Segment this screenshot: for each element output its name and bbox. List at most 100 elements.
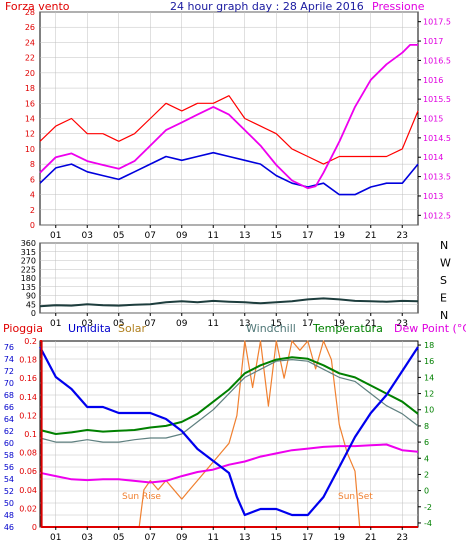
x-tick-label: 23 (397, 533, 408, 543)
wind-y-tick-label: 18 (25, 84, 35, 93)
x-tick-label: 03 (82, 533, 93, 543)
pressure-y-tick-label: 1014 (423, 153, 443, 162)
compass-label: W (440, 257, 451, 270)
x-tick-label: 09 (176, 319, 188, 329)
pressure-y-tick-label: 1017 (423, 37, 443, 46)
x-tick-label: 23 (397, 319, 408, 329)
rain-y-tick-label: 0.02 (19, 504, 37, 513)
x-tick-label: 07 (145, 231, 156, 241)
temp-y-tick-label: 10 (424, 406, 434, 415)
direction-y-tick-label: 225 (21, 265, 36, 274)
humidity-y-tick-label: 68 (4, 391, 14, 400)
legend-solar: Solar (118, 322, 147, 335)
sun-set-label: Sun Set (338, 492, 373, 502)
direction-series-line (39, 297, 419, 308)
x-tick-label: 17 (302, 319, 313, 329)
humidity-y-tick-label: 66 (4, 403, 14, 412)
x-tick-label: 23 (397, 231, 408, 241)
x-tick-label: 13 (239, 533, 250, 543)
temp-y-tick-label: 4 (424, 454, 429, 463)
rain-y-tick-label: 0.14 (19, 393, 37, 402)
temp-y-tick-label: 2 (424, 470, 429, 479)
temp-y-tick-label: 16 (424, 357, 434, 366)
wind-y-tick-label: 16 (25, 99, 35, 108)
x-tick-label: 11 (208, 533, 219, 543)
x-tick-label: 09 (176, 533, 188, 543)
x-tick-label: 05 (113, 231, 124, 241)
x-tick-label: 07 (145, 533, 156, 543)
temp-y-tick-label: -2 (424, 503, 432, 512)
rain-y-tick-label: 0.18 (19, 356, 37, 365)
temp-y-tick-label: 6 (424, 438, 429, 447)
sun-rise-label: Sun Rise (122, 492, 161, 502)
legend-rain: Pioggia (3, 322, 43, 335)
rain-y-tick-label: 0.06 (19, 467, 37, 476)
legend-temperature: Temperatura (312, 322, 383, 335)
x-tick-label: 01 (50, 231, 61, 241)
wind-y-tick-label: 24 (25, 38, 35, 47)
rain-y-tick-label: 0.2 (24, 337, 37, 346)
legend-dewpoint: Dew Point (°C) (394, 322, 466, 335)
direction-y-tick-label: 90 (26, 292, 36, 301)
direction-y-tick-label: 315 (21, 248, 36, 257)
x-tick-label: 11 (208, 231, 219, 241)
direction-y-tick-label: 180 (21, 274, 36, 283)
x-tick-label: 05 (113, 533, 124, 543)
humidity-y-tick-label: 72 (4, 367, 14, 376)
direction-y-tick-label: 45 (26, 300, 36, 309)
dewpoint-series-line (39, 443, 419, 484)
rain-y-tick-label: 0.16 (19, 374, 37, 383)
gust-series-line (39, 95, 419, 165)
temp-y-tick-label: 8 (424, 422, 429, 431)
pressure-y-tick-label: 1015.5 (423, 95, 451, 104)
x-tick-label: 11 (208, 319, 219, 329)
temp-y-tick-label: 14 (424, 373, 434, 382)
pressure-axis-title: Pressione (372, 0, 425, 13)
temp-y-tick-label: -4 (424, 519, 432, 528)
x-tick-label: 19 (334, 231, 346, 241)
direction-y-tick-label: 270 (21, 257, 36, 266)
wind-y-tick-label: 2 (30, 206, 35, 215)
rain-series-line (40, 340, 418, 528)
pressure-y-tick-label: 1013.5 (423, 173, 451, 182)
legend-windchill: Windchill (246, 322, 296, 335)
compass-label: N (440, 239, 448, 252)
temperature-ticks: 4648505254565860626466687072747600.020.0… (4, 337, 434, 543)
pressure-series-line (39, 44, 418, 190)
wind-y-tick-label: 14 (25, 115, 35, 124)
humidity-y-tick-label: 52 (4, 487, 14, 496)
compass-label: S (440, 274, 447, 287)
wind-y-tick-label: 10 (25, 145, 35, 154)
humidity-y-tick-label: 58 (4, 451, 14, 460)
wind-y-tick-label: 20 (25, 69, 35, 78)
wind-pressure-ticks: 02468101214161820222426281012.510131013.… (25, 8, 451, 241)
direction-y-tick-label: 360 (21, 239, 36, 248)
x-tick-label: 15 (271, 533, 282, 543)
pressure-y-tick-label: 1016 (423, 76, 443, 85)
pressure-y-tick-label: 1016.5 (423, 56, 451, 65)
x-tick-label: 17 (302, 533, 313, 543)
x-tick-label: 13 (239, 231, 250, 241)
windchill-series-line (39, 359, 419, 443)
wind-axis-title: Forza vento (5, 0, 70, 13)
direction-y-tick-label: 0 (31, 309, 36, 318)
wind-y-tick-label: 28 (25, 8, 35, 17)
direction-y-tick-label: 135 (21, 283, 36, 292)
solar-series-line (138, 340, 361, 528)
x-tick-label: 19 (334, 533, 346, 543)
wind-y-tick-label: 26 (25, 23, 35, 32)
rain-y-tick-label: 0 (32, 523, 37, 532)
wind-direction-series (39, 297, 419, 308)
humidity-y-tick-label: 48 (4, 511, 14, 520)
rain-y-tick-label: 0.12 (19, 411, 37, 420)
avg-series-line (39, 151, 419, 196)
temperature-humidity-panel: 4648505254565860626466687072747600.020.0… (3, 322, 466, 543)
wind-y-tick-label: 0 (30, 221, 35, 230)
humidity-y-tick-label: 74 (4, 355, 14, 364)
x-tick-label: 01 (50, 533, 61, 543)
pressure-y-tick-label: 1014.5 (423, 134, 451, 143)
